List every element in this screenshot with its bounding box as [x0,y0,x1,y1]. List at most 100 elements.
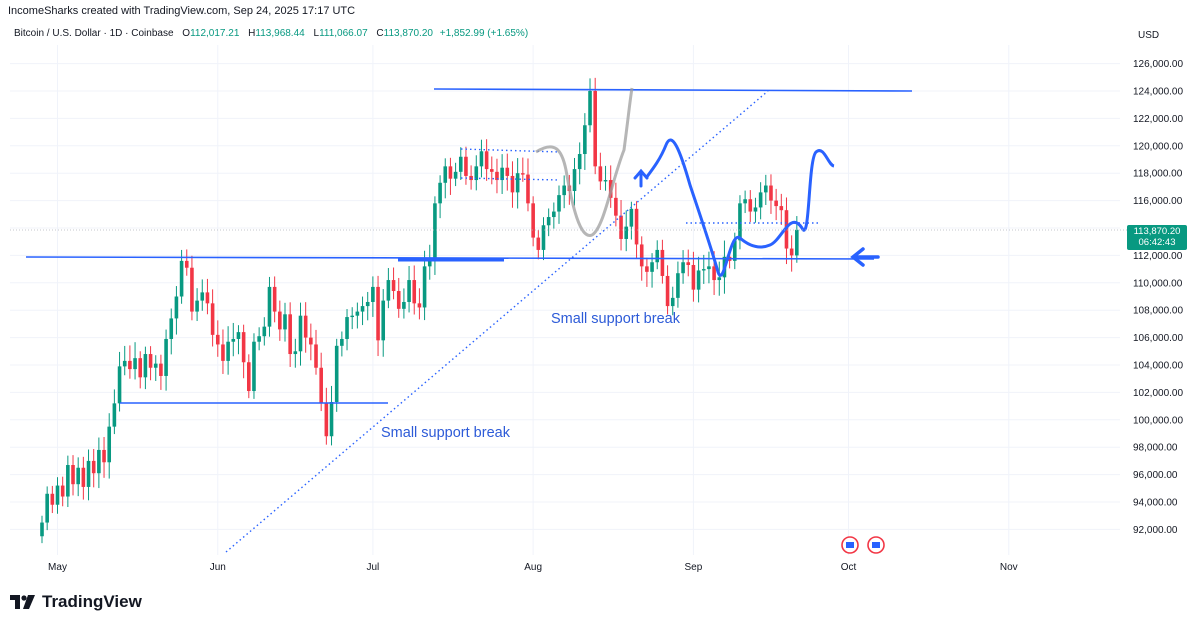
candle-body [521,173,525,175]
candle-body [164,338,168,376]
candle-body [174,296,179,319]
tradingview-icon [10,595,35,609]
candle-body [484,151,489,170]
candles-layer [40,77,799,544]
candle-body [531,203,535,238]
left-arrow-icon [850,247,880,267]
y-tick-label: 100,000.00 [1133,415,1183,426]
candle-body [515,173,520,193]
x-tick-label: Nov [1000,562,1018,573]
y-tick-label: 120,000.00 [1133,141,1183,152]
candle-body [303,315,308,338]
candle-body [267,286,272,327]
candle-body [391,280,396,292]
candle-body [691,264,696,290]
chart-attribution: IncomeSharks created with TradingView.co… [8,5,356,17]
candle-body [241,332,246,363]
candle-body [583,125,587,155]
candle-body [645,266,649,272]
close-label: C [376,28,384,39]
candle-body [66,465,70,497]
drawings-layer [10,87,1130,554]
candle-body [272,286,277,312]
candle-body [319,367,323,404]
candle-body [764,185,768,193]
candle-body [536,237,541,250]
candle-body [143,354,148,378]
candle-body [288,314,292,355]
candle-body [412,280,417,304]
x-tick-label: May [48,562,67,573]
candle-body [381,300,386,341]
y-tick-label: 122,000.00 [1133,114,1183,125]
candle-body [655,249,660,263]
candle-body [707,266,711,270]
candle-body [593,91,597,167]
candle-body [732,240,737,261]
y-tick-label: 118,000.00 [1133,169,1183,180]
candle-body [665,275,670,307]
candle-body [97,449,101,474]
range-bottom-dots [460,177,561,181]
annotation-support-break-1: Small support break [551,311,681,327]
candle-body [107,426,112,463]
candle-body [717,277,722,281]
trendline [225,90,769,553]
candle-body [753,207,758,212]
candle-body [86,460,91,487]
candle-body [789,248,794,256]
candle-body [743,199,747,204]
candle-body [433,203,437,261]
candle-body [376,286,380,341]
y-tick-label: 94,000.00 [1133,498,1178,509]
candle-body [231,338,236,342]
candle-body [701,269,706,271]
symbol-name[interactable]: Bitcoin / U.S. Dollar · 1D · Coinbase [14,28,174,39]
candle-body [474,166,479,181]
candle-body [205,292,210,304]
candle-body [200,292,205,301]
candle-body [148,354,153,368]
brand-name: TradingView [42,592,142,611]
candle-body [159,363,163,376]
candle-body [712,266,716,281]
support-line [25,256,875,260]
event-flag-icon-inner [872,542,880,548]
candle-body [443,166,448,183]
candle-body [748,199,753,212]
candle-body [262,326,267,337]
change-value: +1,852.99 (+1.65%) [439,28,529,39]
annotation-support-break-2: Small support break [381,425,511,441]
x-tick-label: Jun [210,562,226,573]
candle-body [417,303,422,308]
candle-body [128,360,132,370]
x-tick-label: Aug [524,562,542,573]
symbol-legend: Bitcoin / U.S. Dollar · 1D · Coinbase O1… [14,28,528,39]
candle-body [639,244,644,267]
candle-body [427,260,432,267]
y-tick-label: 110,000.00 [1133,278,1183,289]
up-arrow-icon [633,168,649,188]
candle-body [660,249,665,276]
candle-body [60,485,65,497]
candle-body [314,344,318,368]
currency-label: USD [1138,30,1160,41]
candle-body [365,301,370,307]
candle-body [360,306,365,312]
candle-body [546,217,551,226]
candle-body [386,280,391,301]
event-flag-icon-inner [846,542,854,548]
y-tick-label: 98,000.00 [1133,443,1178,454]
candle-body [340,338,344,346]
candle-body [179,260,184,297]
candle-body [541,225,546,250]
candle-body [619,215,623,239]
candle-body [278,311,282,330]
candle-body [210,303,215,335]
candle-body [650,262,654,272]
candle-body [112,403,117,427]
candle-body [76,467,80,485]
candle-body [422,266,427,308]
candle-body [355,311,360,316]
